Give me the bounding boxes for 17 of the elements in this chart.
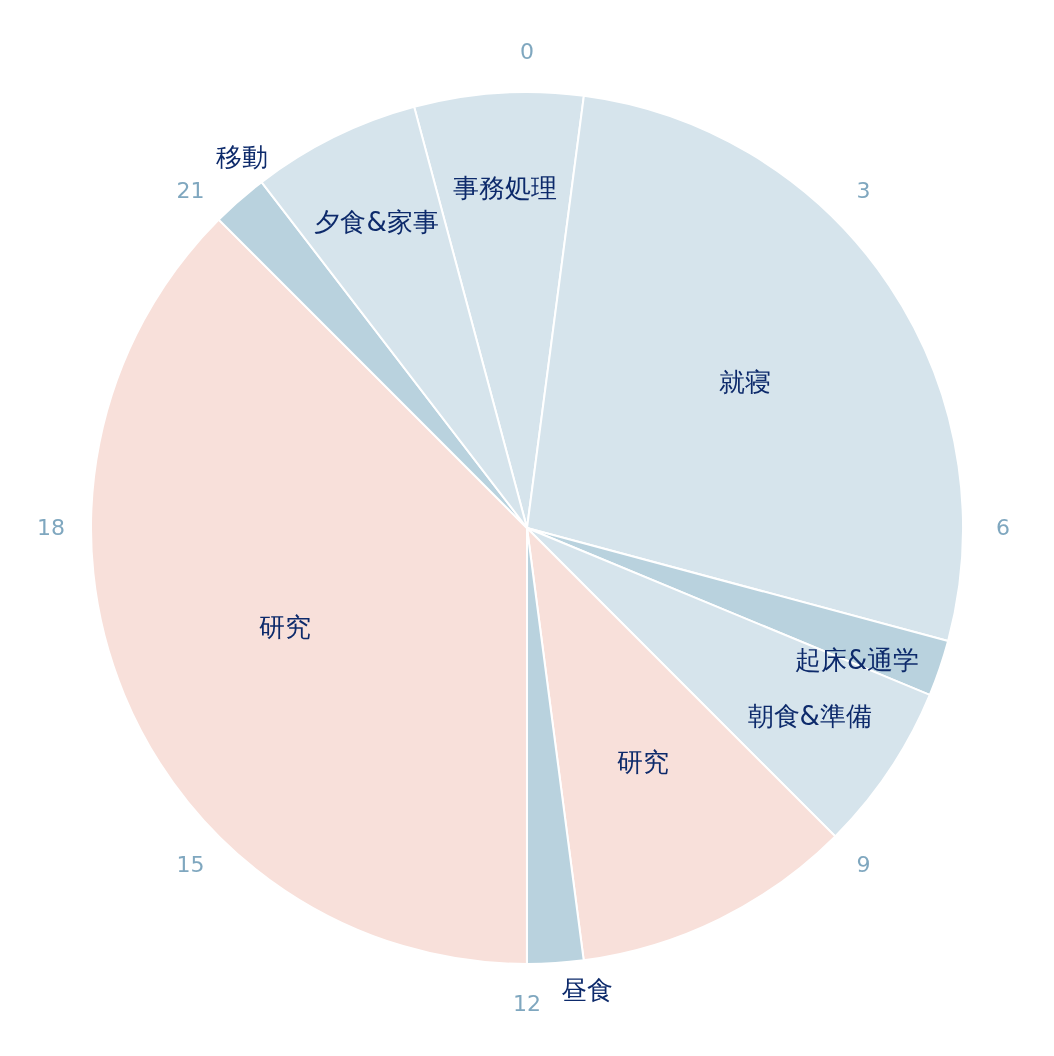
text: 12 xyxy=(513,991,541,1016)
slice-label: 移動 xyxy=(216,141,269,172)
slice-label: 朝食&準備 xyxy=(747,701,872,731)
text: 21 xyxy=(176,178,205,204)
text: 0 xyxy=(520,39,534,64)
text: 9 xyxy=(856,851,871,877)
slice-label: 昼食 xyxy=(561,975,614,1006)
slice-label: 夕食&家事 xyxy=(314,206,439,237)
slice-label: 研究 xyxy=(259,612,312,643)
text: 3 xyxy=(856,178,871,204)
text: 6 xyxy=(996,515,1010,540)
slice-label: 事務処理 xyxy=(452,172,557,203)
slice-label: 研究 xyxy=(616,746,669,777)
slice-label: 起床&通学 xyxy=(794,645,920,676)
text: 18 xyxy=(37,515,65,540)
text: 15 xyxy=(176,851,205,877)
slice-label: 就寝 xyxy=(718,366,771,397)
